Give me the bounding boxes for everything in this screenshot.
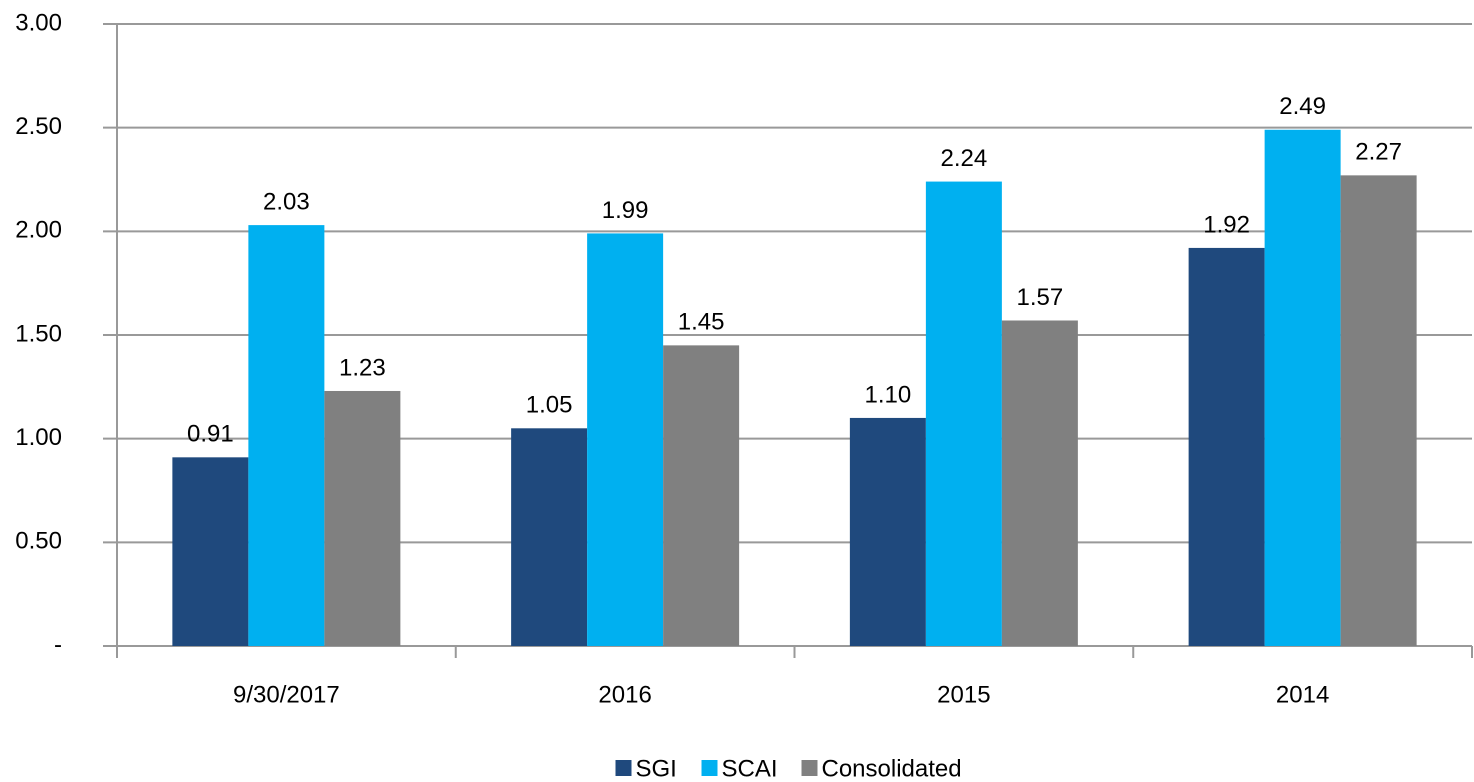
data-label: 1.10 — [865, 381, 912, 408]
legend-swatch — [801, 760, 818, 776]
data-label: 2.27 — [1355, 139, 1402, 166]
bar — [1340, 175, 1417, 646]
bar — [511, 428, 588, 646]
y-tick-label: 1.00 — [15, 424, 62, 451]
data-label: 1.05 — [526, 392, 573, 419]
legend-swatch — [615, 760, 632, 776]
bar — [1188, 247, 1265, 647]
y-tick-label: 2.50 — [15, 113, 62, 140]
bar — [324, 390, 401, 646]
data-label: 1.23 — [339, 354, 386, 381]
data-label: 0.91 — [187, 421, 234, 448]
data-label: 2.49 — [1279, 93, 1326, 120]
x-tick-label: 9/30/2017 — [233, 681, 340, 708]
bar — [587, 233, 664, 646]
legend-label: SGI — [636, 755, 677, 782]
bar — [663, 345, 740, 646]
data-label: 1.57 — [1017, 284, 1064, 311]
y-tick-label: - — [54, 631, 62, 658]
legend-swatch — [701, 760, 718, 776]
bar — [1264, 129, 1341, 647]
bar — [248, 225, 325, 646]
y-tick-label: 0.50 — [15, 528, 62, 555]
y-tick-label: 3.00 — [15, 9, 62, 36]
bar — [172, 457, 249, 646]
data-label: 2.03 — [263, 188, 310, 215]
bar — [1001, 320, 1078, 646]
data-label: 1.45 — [678, 309, 725, 336]
legend-label: Consolidated — [822, 755, 962, 782]
x-tick-label: 2016 — [598, 681, 651, 708]
y-tick-label: 2.00 — [15, 217, 62, 244]
x-tick-label: 2015 — [937, 681, 990, 708]
x-tick-label: 2014 — [1276, 681, 1329, 708]
data-label: 1.99 — [602, 197, 649, 224]
data-label: 1.92 — [1203, 211, 1250, 238]
bar — [849, 417, 926, 646]
y-tick-label: 1.50 — [15, 320, 62, 347]
legend-label: SCAI — [722, 755, 778, 782]
bar — [925, 181, 1002, 646]
data-label: 2.24 — [941, 145, 988, 172]
